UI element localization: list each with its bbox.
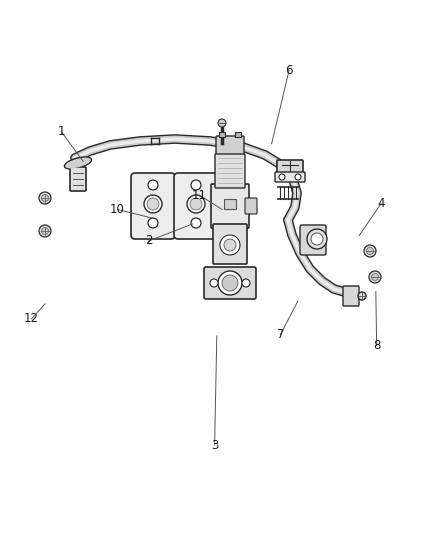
Circle shape — [364, 245, 376, 257]
Text: 12: 12 — [24, 312, 39, 325]
Circle shape — [148, 218, 158, 228]
Circle shape — [369, 271, 381, 283]
FancyBboxPatch shape — [300, 225, 326, 255]
FancyBboxPatch shape — [131, 173, 175, 239]
Circle shape — [191, 180, 201, 190]
Circle shape — [295, 174, 301, 180]
Circle shape — [187, 195, 205, 213]
Text: 3: 3 — [211, 439, 218, 451]
Circle shape — [39, 192, 51, 204]
FancyBboxPatch shape — [277, 160, 303, 174]
Text: 7: 7 — [276, 328, 284, 341]
Ellipse shape — [64, 157, 92, 169]
Text: 1: 1 — [57, 125, 65, 138]
Circle shape — [242, 279, 250, 287]
Circle shape — [311, 233, 323, 245]
FancyBboxPatch shape — [174, 173, 218, 239]
Circle shape — [42, 228, 49, 235]
Bar — [224, 199, 236, 209]
Circle shape — [367, 247, 374, 254]
Ellipse shape — [66, 158, 90, 168]
Circle shape — [218, 119, 226, 127]
FancyBboxPatch shape — [216, 136, 244, 156]
FancyBboxPatch shape — [215, 154, 245, 188]
Bar — [219, 132, 225, 137]
Circle shape — [42, 195, 49, 201]
FancyBboxPatch shape — [211, 184, 249, 228]
Text: 8: 8 — [373, 339, 380, 352]
Circle shape — [191, 218, 201, 228]
Text: 6: 6 — [285, 64, 293, 77]
Circle shape — [220, 235, 240, 255]
Circle shape — [358, 292, 366, 300]
FancyBboxPatch shape — [245, 198, 257, 214]
Circle shape — [210, 279, 218, 287]
Circle shape — [39, 225, 51, 237]
Circle shape — [307, 229, 327, 249]
Circle shape — [148, 180, 158, 190]
Text: 4: 4 — [377, 197, 385, 210]
Bar — [235, 132, 241, 137]
Circle shape — [190, 198, 202, 210]
Circle shape — [147, 198, 159, 210]
FancyBboxPatch shape — [343, 286, 359, 306]
Text: 10: 10 — [110, 203, 125, 216]
Circle shape — [222, 275, 238, 291]
FancyBboxPatch shape — [275, 172, 305, 182]
Circle shape — [279, 174, 285, 180]
FancyBboxPatch shape — [213, 224, 247, 264]
Circle shape — [371, 273, 378, 280]
Circle shape — [144, 195, 162, 213]
Circle shape — [224, 239, 236, 251]
Circle shape — [218, 271, 242, 295]
FancyBboxPatch shape — [204, 267, 256, 299]
Text: 11: 11 — [192, 189, 207, 201]
FancyBboxPatch shape — [70, 167, 86, 191]
Text: 2: 2 — [145, 235, 153, 247]
